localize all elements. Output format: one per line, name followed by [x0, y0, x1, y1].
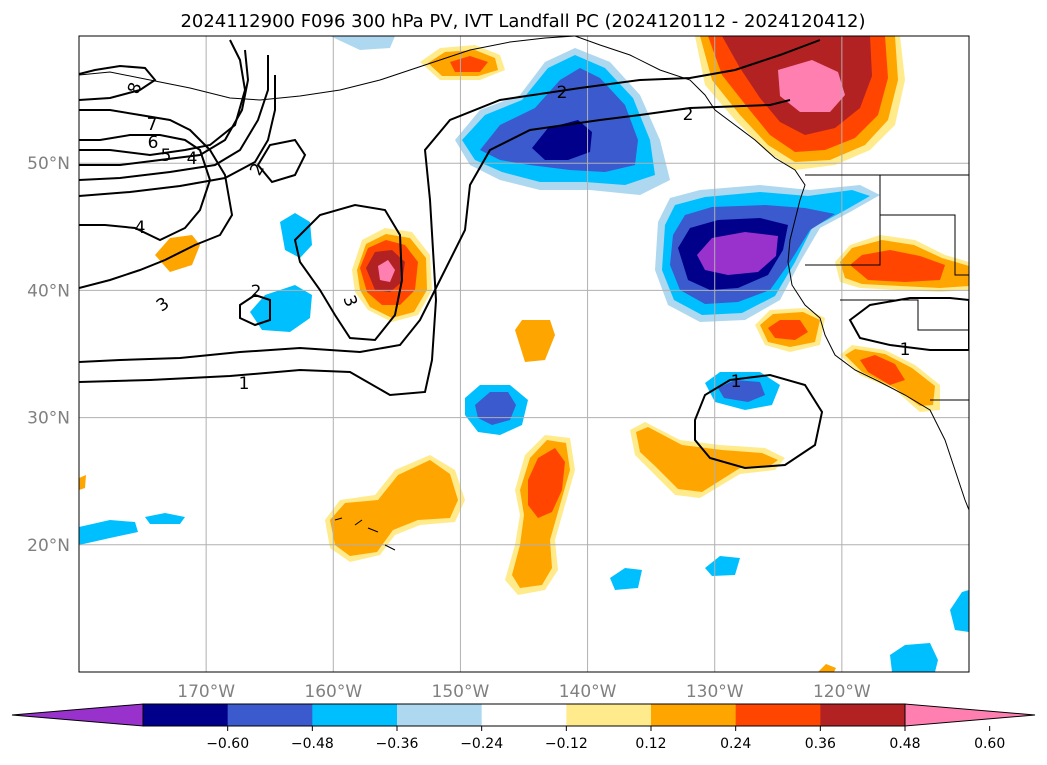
negative-anomaly-small-7 [610, 568, 642, 590]
colorbar-tick-label: −0.36 [376, 736, 419, 752]
positive-anomaly-ca-l3 [768, 320, 808, 340]
positive-anomaly-hawaii-l2 [330, 460, 458, 556]
negative-anomaly-small-10 [950, 590, 969, 632]
positive-anomaly-small-3 [818, 664, 836, 672]
pv-contour-1d [848, 297, 969, 351]
lat-tick-label: 50°N [27, 154, 70, 174]
north-america-coast [574, 36, 969, 511]
colorbar-frame [142, 703, 906, 727]
positive-anomaly-south-l3 [528, 448, 565, 518]
colorbar-segment [227, 704, 313, 726]
colorbar-extend-low [11, 703, 144, 727]
gridlines [79, 36, 969, 672]
positive-anomaly-central-l5 [378, 260, 395, 282]
coastlines [79, 36, 969, 551]
pv-contour-2a [256, 138, 307, 184]
figure-title: 2024112900 F096 300 hPa PV, IVT Landfall… [180, 11, 865, 32]
contour-label: 6 [148, 133, 159, 153]
negative-anomaly-small-8 [705, 556, 740, 576]
colorbar-segment [397, 704, 483, 726]
contour-label: 2 [557, 83, 568, 103]
pv-contour-7 [79, 55, 269, 181]
lat-tick-label: 40°N [27, 281, 70, 301]
colorbar-extend-high [904, 703, 1036, 727]
contour-label: 1 [239, 374, 250, 394]
negative-anomaly-small-4-core [718, 380, 765, 402]
colorbar-segment [143, 704, 229, 726]
positive-anomaly-sub-l2 [636, 427, 778, 492]
negative-anomaly-small-5 [79, 520, 138, 545]
negative-anomaly-goa-l3 [480, 68, 638, 172]
colorbar-tick-label: −0.48 [291, 736, 334, 752]
hawaii-islands [334, 517, 396, 551]
positive-anomaly-bc-l5 [778, 60, 845, 112]
positive-anomaly-north-l3 [450, 56, 488, 72]
pv-contour-8 [79, 64, 157, 101]
contour-label: 7 [147, 115, 158, 135]
negative-anomaly-pnw-l5 [697, 232, 778, 275]
colorbar: −0.60 −0.48 −0.36 −0.24 −0.12 0.12 0.24 0.36 0.4… [11, 703, 1036, 752]
colorbar-tick-label: 0.24 [720, 736, 751, 752]
negative-anomaly-small-6 [145, 513, 185, 524]
colorbar-segment [820, 704, 906, 726]
lon-tick-label: 150°W [432, 682, 490, 702]
negative-anomaly-small-3-core [475, 392, 516, 425]
colorbar-tick-label: 0.36 [805, 736, 836, 752]
latitude-labels: 50°N 40°N 30°N 20°N [27, 154, 70, 556]
alaska-coast [79, 36, 576, 101]
contour-label: 1 [900, 340, 911, 360]
contour-label: 2 [251, 282, 262, 302]
colorbar-tick-label: −0.24 [460, 736, 503, 752]
negative-anomaly-small-9 [890, 643, 938, 672]
negative-anomaly-small-1 [280, 213, 312, 258]
lon-tick-label: 130°W [686, 682, 744, 702]
contour-label: 4 [135, 218, 146, 238]
contour-label: 2 [683, 105, 694, 125]
contour-label: 1 [731, 372, 742, 392]
colorbar-segment [566, 704, 652, 726]
pv-contour-1 [79, 39, 821, 397]
colorbar-tick-label: 0.60 [974, 736, 1005, 752]
pv-contour-6 [79, 49, 250, 166]
pv-contour-1c [694, 373, 824, 470]
pv-contour-2b [239, 293, 271, 327]
colorbar-tick-label: 0.48 [889, 736, 920, 752]
colorbar-segment [651, 704, 737, 726]
negative-anomaly-goa-l4 [532, 120, 592, 160]
negative-anomaly-top [330, 36, 395, 50]
positive-anomaly-edge [79, 475, 86, 490]
us-state-border-3 [840, 299, 969, 331]
us-state-border-1 [805, 175, 881, 266]
lon-tick-label: 160°W [304, 682, 362, 702]
positive-anomaly-interior-l3 [850, 250, 945, 282]
pv-contours [79, 39, 969, 470]
pv-contour-1b [79, 99, 791, 363]
negative-anomaly-small-2 [250, 285, 312, 332]
pv-contour-3 [293, 203, 404, 342]
colorbar-tick-label: −0.12 [545, 736, 588, 752]
longitude-labels: 170°W 160°W 150°W 140°W 130°W 120°W [177, 682, 871, 702]
ivt-pc-shading [79, 36, 969, 672]
lon-tick-label: 170°W [177, 682, 235, 702]
pv-contour-8b [79, 75, 276, 197]
lon-tick-label: 120°W [813, 682, 871, 702]
us-state-border-2 [880, 214, 969, 276]
colorbar-segment [312, 704, 398, 726]
pv-contour-3w [79, 109, 234, 289]
lat-tick-label: 30°N [27, 409, 70, 429]
colorbar-tick-label: 0.12 [635, 736, 666, 752]
positive-anomaly-small-2 [515, 320, 555, 362]
map-frame [78, 35, 970, 673]
colorbar-segment [481, 704, 567, 726]
map-panel: 8 7 6 5 4 4 3 3 2 2 2 2 1 1 1 [78, 35, 970, 673]
contour-label: 5 [161, 146, 172, 166]
colorbar-segment [735, 704, 821, 726]
colorbar-tick-label: −0.60 [206, 736, 249, 752]
contour-label: 4 [187, 149, 198, 169]
lat-tick-label: 20°N [27, 536, 70, 556]
pv-contour-5 [79, 39, 247, 157]
positive-anomaly-socal-l3 [860, 355, 905, 385]
lon-tick-label: 140°W [559, 682, 617, 702]
